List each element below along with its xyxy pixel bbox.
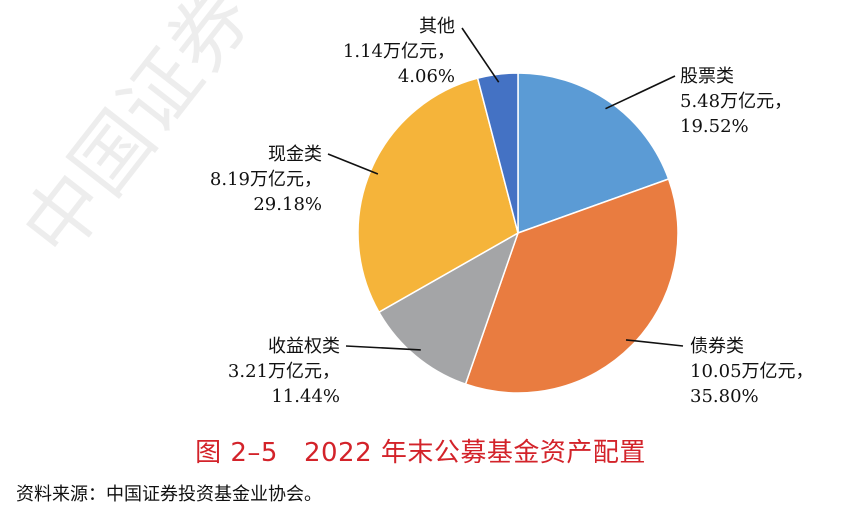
chart-title: 2022 年末公募基金资产配置 [303,438,646,468]
slice-label-name: 收益权类 [268,336,340,357]
leader-line-5 [461,27,500,83]
slice-label-name: 股票类 [680,66,734,87]
pie-slice-5 [476,72,519,234]
slice-label-value: 10.05万亿元， [690,361,814,382]
slice-label-percent: 29.18% [253,194,322,215]
leader-line-1 [605,75,676,110]
slice-label-name: 现金类 [268,144,322,165]
figure-number: 图 2–5 [195,438,278,468]
leader-line-4 [327,153,379,175]
slice-label-name: 债券类 [690,336,744,357]
slice-label-value: 8.19万亿元， [210,169,322,190]
leader-line-3 [345,345,421,351]
pie-slice-1 [517,72,670,235]
slice-label-value: 5.48万亿元， [680,91,792,112]
slice-label-percent: 19.52% [680,116,749,137]
source-note: 资料来源：中国证券投资基金业协会。 [16,484,322,505]
slice-label-percent: 35.80% [690,386,759,407]
watermark: 中国证券 [6,0,269,274]
leader-line-2 [625,339,684,347]
slice-label-percent: 11.44% [271,386,340,407]
pie-slice-2 [464,178,679,394]
slice-label-value: 3.21万亿元， [228,361,340,382]
chart-caption: 图 2–5 2022 年末公募基金资产配置 [0,432,841,469]
slice-label-value: 1.14万亿元， [343,41,455,62]
slice-label-percent: 4.06% [398,66,455,87]
pie-slice-3 [377,231,520,386]
slice-label-name: 其他 [419,16,455,37]
